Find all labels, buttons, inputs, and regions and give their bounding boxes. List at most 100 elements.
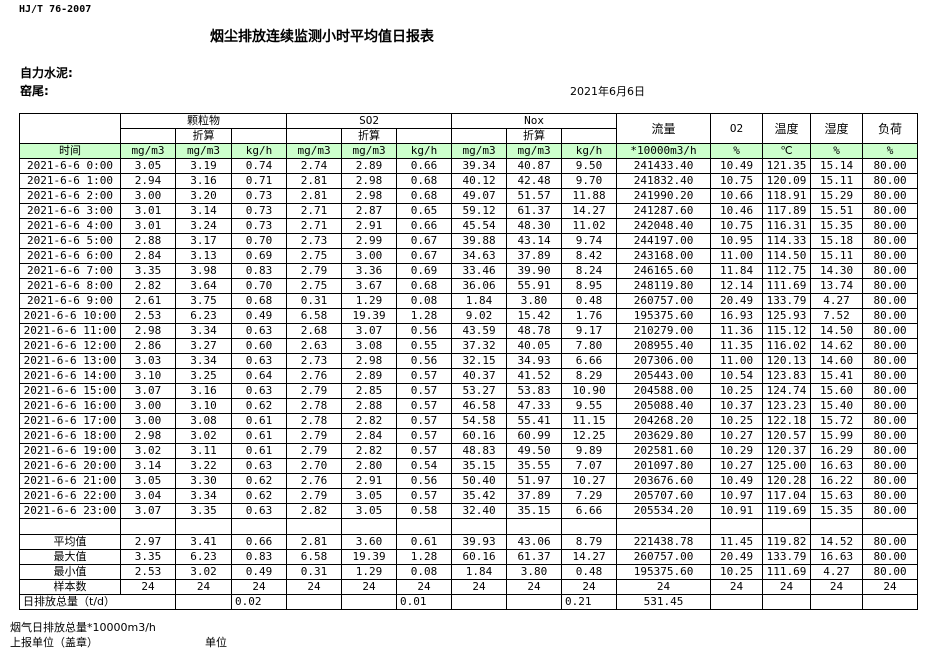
table-row: 2021-6-6 16:00 3.00 3.10 0.62 2.78 2.88 0.57 46…: [19, 398, 919, 414]
empty-cell: [175, 518, 232, 535]
value-cell: 53.83: [506, 383, 563, 399]
empty-cell: [506, 594, 563, 610]
time-cell: 2021-6-6 8:00: [19, 278, 121, 294]
empty-cell: [616, 518, 712, 535]
table-row: 2021-6-6 11:00 2.98 3.34 0.63 2.68 3.07 0.56 43…: [19, 323, 919, 339]
stats-value: 3.41: [175, 534, 232, 550]
value-cell: 11.02: [561, 218, 618, 234]
value-cell: 120.09: [762, 173, 812, 189]
value-cell: 2.68: [286, 323, 343, 339]
unit-header: kg/h: [396, 143, 453, 159]
value-cell: 3.07: [120, 503, 176, 519]
header-empty: [230, 128, 288, 144]
header-time: 时间: [19, 143, 121, 159]
time-cell: 2021-6-6 6:00: [19, 248, 121, 264]
value-cell: 0.49: [230, 308, 288, 324]
value-cell: 2.61: [120, 293, 176, 309]
value-cell: 11.84: [710, 263, 764, 279]
value-cell: 46.58: [451, 398, 508, 414]
value-cell: 14.50: [810, 323, 864, 339]
value-cell: 47.33: [506, 398, 563, 414]
value-cell: 8.42: [561, 248, 618, 264]
value-cell: 80.00: [862, 278, 919, 294]
table-row: 2021-6-6 1:00 2.94 3.16 0.71 2.81 2.98 0.68 40.…: [19, 173, 919, 189]
daily-total-nox-kgh: 0.21: [561, 594, 618, 610]
value-cell: 9.50: [561, 158, 618, 174]
value-cell: 80.00: [862, 503, 919, 519]
value-cell: 2.82: [120, 278, 176, 294]
value-cell: 2.91: [341, 218, 398, 234]
value-cell: 12.25: [561, 428, 618, 444]
header-empty: [396, 128, 453, 144]
value-cell: 3.14: [175, 203, 232, 219]
value-cell: 0.55: [396, 338, 453, 354]
value-cell: 9.02: [451, 308, 508, 324]
value-cell: 16.93: [710, 308, 764, 324]
value-cell: 241990.20: [616, 188, 712, 204]
value-cell: 55.41: [506, 413, 563, 429]
empty-cell: [862, 518, 919, 535]
value-cell: 116.31: [762, 218, 812, 234]
header-load: 负荷: [862, 113, 919, 144]
empty-cell: [120, 518, 176, 535]
value-cell: 9.89: [561, 443, 618, 459]
value-cell: 3.01: [120, 203, 176, 219]
value-cell: 3.35: [120, 263, 176, 279]
value-cell: 11.00: [710, 248, 764, 264]
table-row: 2021-6-6 5:00 2.88 3.17 0.70 2.73 2.99 0.67 39.…: [19, 233, 919, 249]
table-row: 2021-6-6 15:00 3.07 3.16 0.63 2.79 2.85 0.57 53…: [19, 383, 919, 399]
stats-label: 最大值: [19, 549, 121, 565]
stats-value: 43.06: [506, 534, 563, 550]
stats-value: 3.35: [120, 549, 176, 565]
value-cell: 80.00: [862, 353, 919, 369]
header-row-units: 时间 mg/m3 mg/m3 kg/h mg/m3 mg/m3 kg/h mg/m3 mg/m…: [19, 143, 919, 159]
value-cell: 10.91: [710, 503, 764, 519]
value-cell: 10.27: [561, 473, 618, 489]
value-cell: 3.02: [175, 428, 232, 444]
value-cell: 208955.40: [616, 338, 712, 354]
value-cell: 203629.80: [616, 428, 712, 444]
value-cell: 2.75: [286, 278, 343, 294]
value-cell: 120.13: [762, 353, 812, 369]
value-cell: 0.63: [230, 383, 288, 399]
stats-value: 10.25: [710, 564, 764, 580]
value-cell: 0.57: [396, 488, 453, 504]
empty-cell: [710, 518, 764, 535]
table-row: 2021-6-6 6:00 2.84 3.13 0.69 2.75 3.00 0.67 34.…: [19, 248, 919, 264]
value-cell: 40.12: [451, 173, 508, 189]
empty-cell: [710, 594, 764, 610]
value-cell: 2.98: [120, 323, 176, 339]
value-cell: 10.75: [710, 173, 764, 189]
value-cell: 1.29: [341, 293, 398, 309]
value-cell: 6.58: [286, 308, 343, 324]
value-cell: 2.98: [341, 188, 398, 204]
stats-value: 24: [616, 579, 712, 595]
stats-value: 20.49: [710, 549, 764, 565]
value-cell: 0.57: [396, 383, 453, 399]
table-row: 2021-6-6 19:00 3.02 3.11 0.61 2.79 2.82 0.57 48…: [19, 443, 919, 459]
value-cell: 204268.20: [616, 413, 712, 429]
daily-total-label: 日排放总量（t/d）: [19, 594, 176, 610]
value-cell: 0.83: [230, 263, 288, 279]
value-cell: 124.74: [762, 383, 812, 399]
value-cell: 3.75: [175, 293, 232, 309]
time-cell: 2021-6-6 2:00: [19, 188, 121, 204]
value-cell: 115.12: [762, 323, 812, 339]
value-cell: 11.35: [710, 338, 764, 354]
value-cell: 39.88: [451, 233, 508, 249]
value-cell: 0.62: [230, 398, 288, 414]
empty-cell: [451, 594, 508, 610]
value-cell: 111.69: [762, 278, 812, 294]
value-cell: 15.99: [810, 428, 864, 444]
value-cell: 15.63: [810, 488, 864, 504]
value-cell: 0.63: [230, 503, 288, 519]
header-so2: SO2: [286, 113, 453, 129]
empty-cell: [762, 518, 812, 535]
value-cell: 11.00: [710, 353, 764, 369]
value-cell: 80.00: [862, 488, 919, 504]
unit-header: kg/h: [230, 143, 288, 159]
stats-value: 6.58: [286, 549, 343, 565]
value-cell: 2.80: [341, 458, 398, 474]
value-cell: 133.79: [762, 293, 812, 309]
time-cell: 2021-6-6 16:00: [19, 398, 121, 414]
